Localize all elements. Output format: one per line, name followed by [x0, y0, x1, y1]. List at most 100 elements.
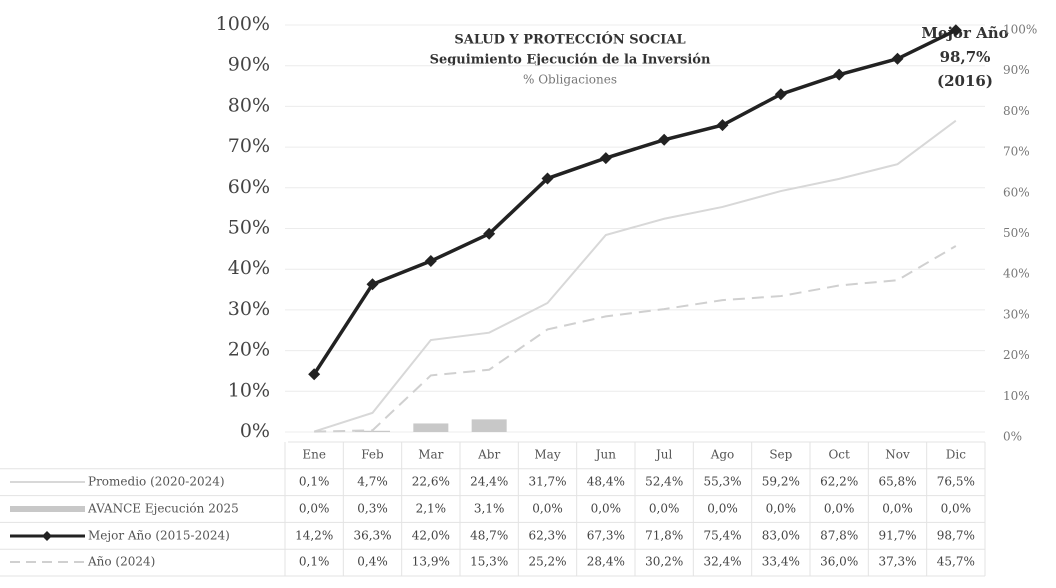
y2-tick-label: 30% — [1003, 307, 1030, 321]
series-line — [312, 28, 957, 376]
data-label: 30,2% — [645, 555, 683, 569]
chart-subtitle: Seguimiento Ejecución de la Inversión — [430, 53, 711, 68]
y-tick-label: 0% — [240, 420, 270, 442]
marker — [774, 88, 787, 101]
y-tick-label: 60% — [228, 176, 270, 198]
x-tick-label: Oct — [828, 448, 850, 462]
data-label: 24,4% — [470, 475, 508, 489]
marker — [308, 368, 321, 381]
data-label: 0,0% — [941, 502, 972, 516]
bar — [355, 430, 390, 432]
data-label: 75,4% — [703, 529, 741, 543]
annotation: (2016) — [937, 72, 993, 90]
series-line — [313, 119, 957, 433]
data-label: 36,3% — [353, 529, 391, 543]
y2-tick-label: 60% — [1003, 185, 1030, 199]
bar — [471, 419, 507, 432]
data-label: 37,3% — [878, 555, 916, 569]
data-label: 0,0% — [532, 502, 563, 516]
data-label: 83,0% — [762, 529, 800, 543]
x-tick-label: Jun — [594, 448, 617, 462]
y2-tick-label: 0% — [1003, 430, 1022, 444]
data-label: 0,0% — [882, 502, 913, 516]
data-label: 45,7% — [937, 555, 975, 569]
data-label: 0,0% — [766, 502, 797, 516]
x-tick-label: Sep — [769, 448, 792, 462]
data-label: 0,1% — [299, 475, 330, 489]
y2-tick-label: 20% — [1003, 348, 1030, 362]
x-tick-label: Jul — [654, 448, 673, 462]
data-label: 55,3% — [703, 475, 741, 489]
x-tick-label: Ago — [710, 448, 735, 462]
marker — [891, 52, 904, 65]
data-label: 65,8% — [878, 475, 916, 489]
x-tick-label: Dic — [946, 448, 966, 462]
y-tick-label: 90% — [228, 54, 270, 76]
data-label: 42,0% — [412, 529, 450, 543]
y-label: % Obligaciones — [523, 73, 617, 87]
legend-label: AVANCE Ejecución 2025 — [87, 502, 239, 516]
data-label: 76,5% — [937, 475, 975, 489]
data-label: 48,4% — [587, 475, 625, 489]
x-tick-label: Mar — [418, 448, 443, 462]
data-label: 15,3% — [470, 555, 508, 569]
bar — [413, 423, 449, 432]
marker — [949, 24, 962, 37]
y2-tick-label: 50% — [1003, 226, 1030, 240]
data-label: 62,3% — [528, 529, 566, 543]
y2-tick-label: 40% — [1003, 267, 1030, 281]
y2-tick-label: 80% — [1003, 104, 1030, 118]
data-label: 3,1% — [474, 502, 505, 516]
y-tick-label: 50% — [228, 217, 270, 239]
y-tick-label: 10% — [228, 379, 270, 401]
y2-tick-label: 10% — [1003, 389, 1030, 403]
marker — [541, 172, 554, 185]
data-label: 22,6% — [412, 475, 450, 489]
y-tick-label: 30% — [228, 298, 270, 320]
annotation: 98,7% — [940, 48, 991, 66]
x-tick-label: Feb — [361, 448, 384, 462]
marker — [483, 227, 496, 240]
marker — [716, 119, 729, 132]
marker — [833, 68, 846, 81]
y-tick-label: 80% — [228, 94, 270, 116]
data-label: 14,2% — [295, 529, 333, 543]
y2-tick-label: 90% — [1003, 63, 1030, 77]
data-label: 4,7% — [357, 475, 388, 489]
x-tick-label: May — [534, 448, 560, 462]
x-tick-label: Nov — [885, 448, 910, 462]
data-label: 2,1% — [416, 502, 447, 516]
y-tick-label: 100% — [216, 13, 270, 35]
marker — [658, 133, 671, 146]
legend-marker — [42, 531, 52, 541]
data-label: 91,7% — [878, 529, 916, 543]
data-label: 62,2% — [820, 475, 858, 489]
marker — [599, 152, 612, 165]
chart-title: SALUD Y PROTECCIÓN SOCIAL — [454, 31, 685, 48]
legend-label: Año (2024) — [87, 555, 155, 569]
marker — [366, 278, 379, 291]
data-label: 0,0% — [824, 502, 855, 516]
series-line — [314, 245, 957, 433]
y2-tick-label: 70% — [1003, 145, 1030, 159]
legend-label: Promedio (2020-2024) — [88, 475, 225, 489]
marker — [424, 255, 437, 268]
y-tick-label: 40% — [228, 257, 270, 279]
data-label: 0,1% — [299, 555, 330, 569]
data-label: 31,7% — [528, 475, 566, 489]
data-label: 28,4% — [587, 555, 625, 569]
data-label: 0,0% — [707, 502, 738, 516]
y-tick-label: 70% — [228, 135, 270, 157]
data-label: 71,8% — [645, 529, 683, 543]
data-label: 87,8% — [820, 529, 858, 543]
data-label: 0,0% — [649, 502, 680, 516]
y2-tick-label: 100% — [1003, 23, 1037, 37]
y-tick-label: 20% — [228, 339, 270, 361]
legend-label: Mejor Año (2015-2024) — [88, 529, 230, 543]
data-label: 36,0% — [820, 555, 858, 569]
x-tick-label: Ene — [302, 448, 326, 462]
data-label: 0,4% — [357, 555, 388, 569]
data-label: 0,0% — [299, 502, 330, 516]
data-label: 13,9% — [412, 555, 450, 569]
